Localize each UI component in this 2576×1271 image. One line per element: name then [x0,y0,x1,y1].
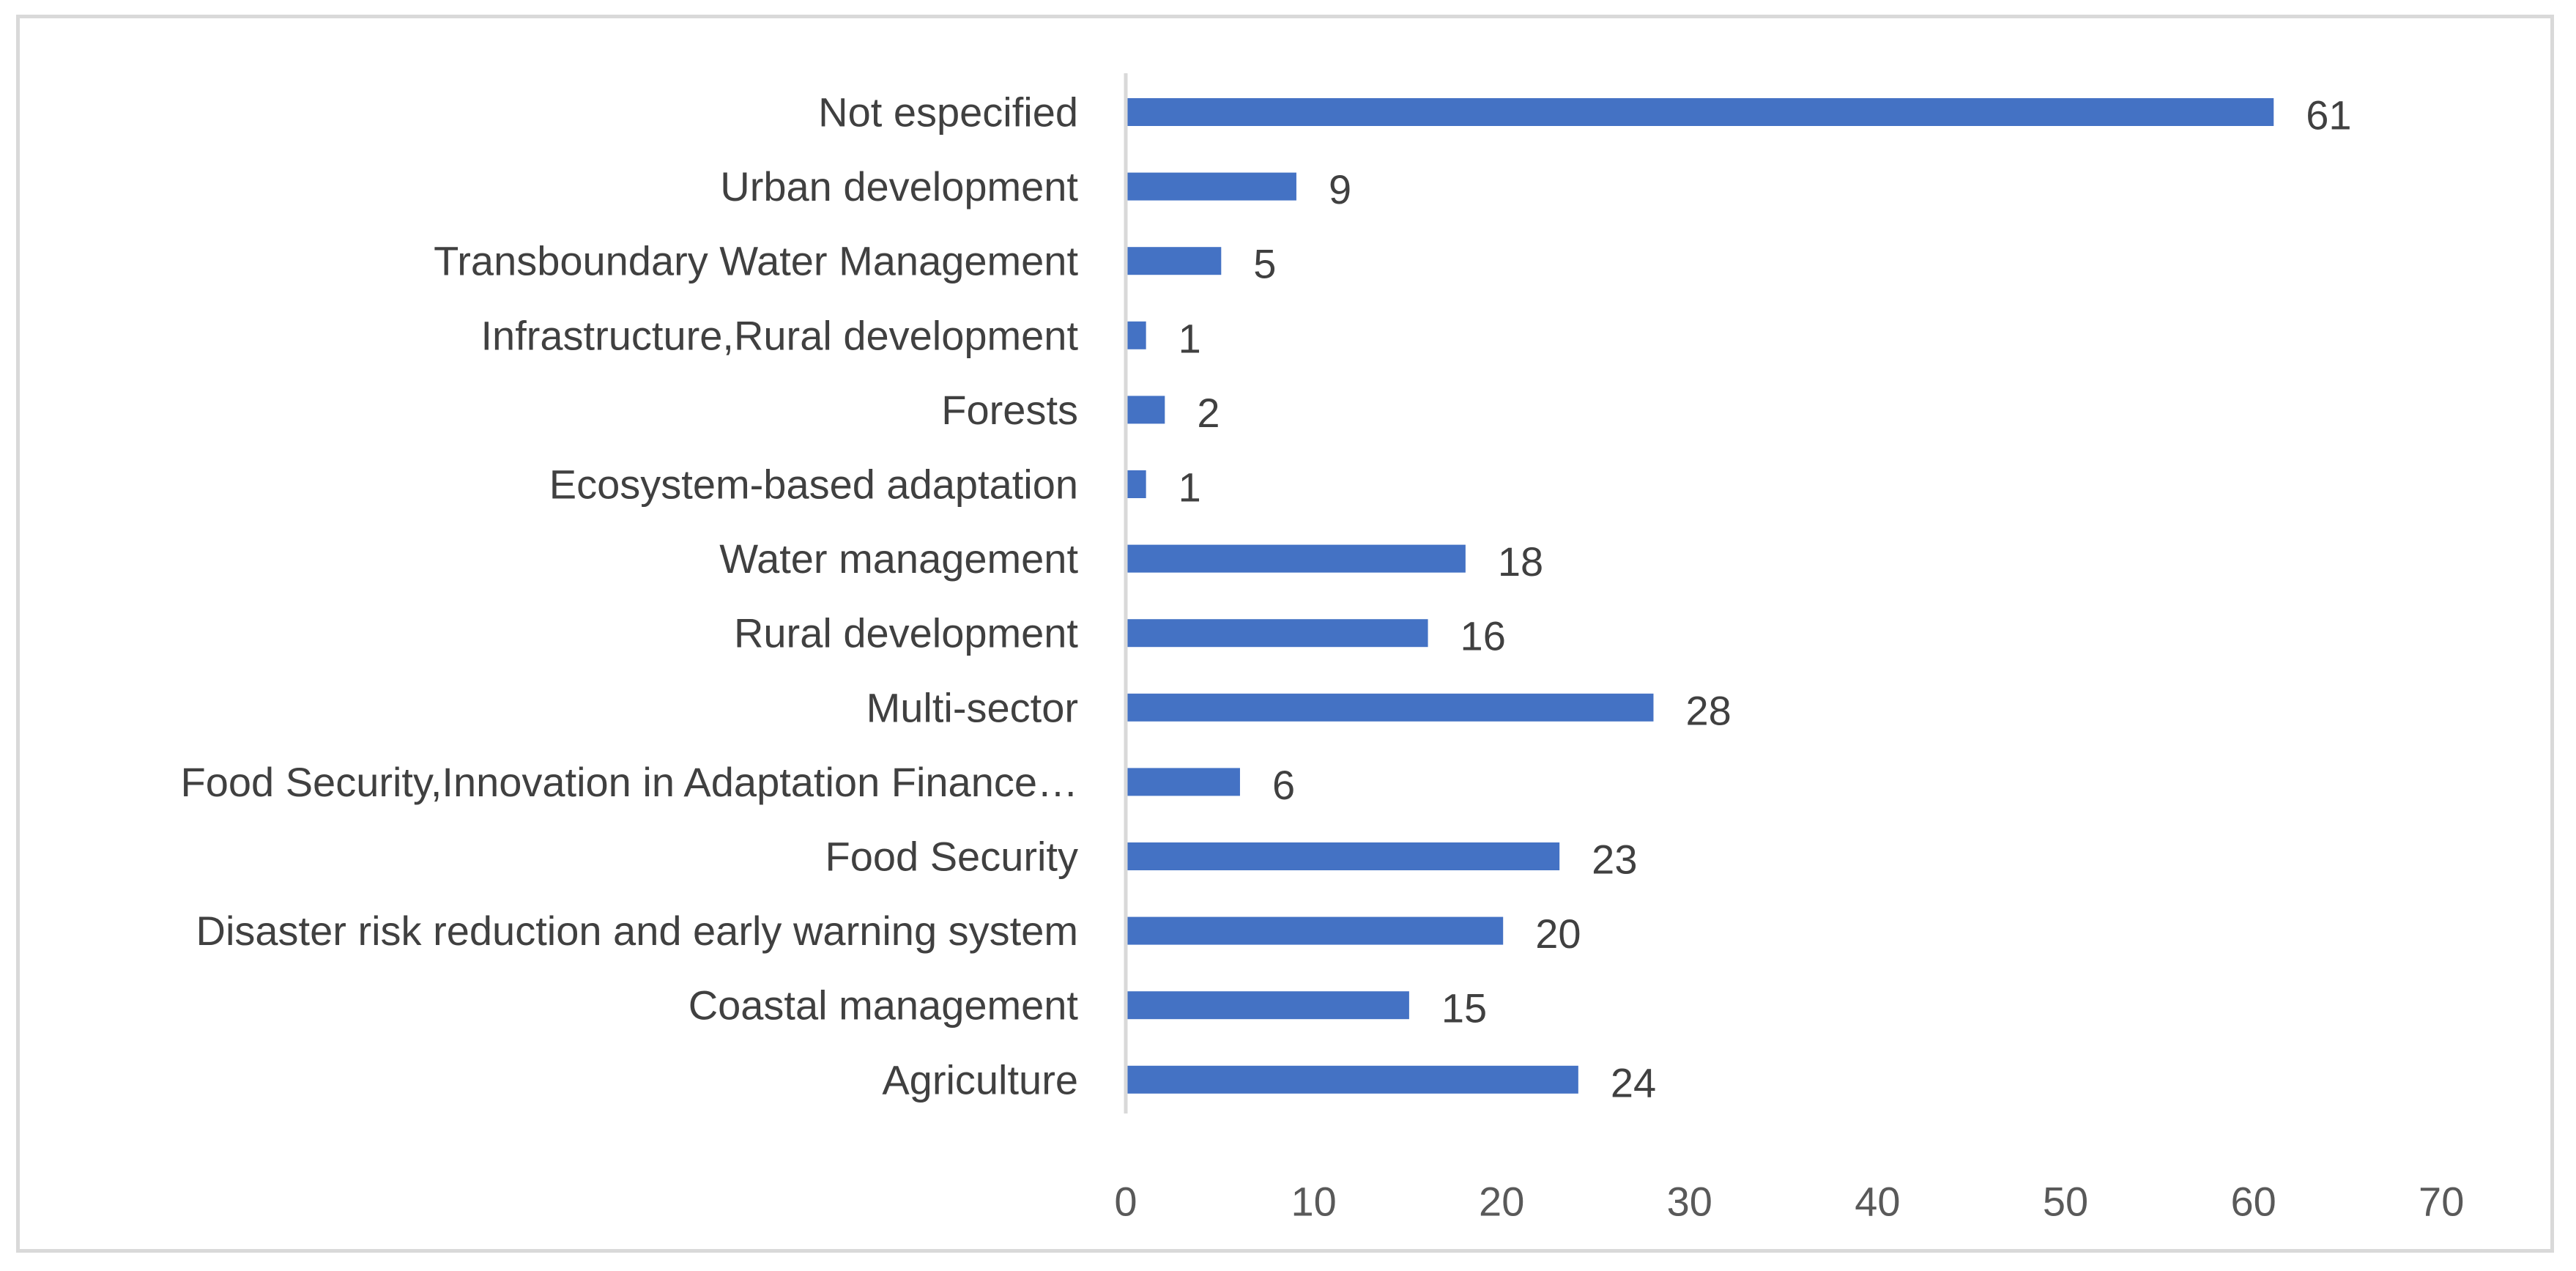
bar-rural-development [1127,619,1428,648]
category-label-food-security: Food Security [825,834,1079,880]
bar-disaster-risk-reduction-and-early-warning-system [1127,916,1504,945]
category-label-coastal-management: Coastal management [688,982,1079,1029]
category-label-transboundary-water-management: Transboundary Water Management [434,238,1078,284]
value-label-water-management: 18 [1498,538,1543,585]
bar-ecosystem-based-adaptation [1127,470,1146,498]
bars-layer [1127,98,2274,1094]
bar-agriculture [1127,1065,1578,1094]
category-label-infrastructure-rural-development: Infrastructure,Rural development [481,312,1079,358]
value-label-infrastructure-rural-development: 1 [1178,315,1201,361]
x-tick-label-20: 20 [1479,1179,1524,1225]
axis-layer: 0 10 20 30 40 50 60 70 [1114,73,2464,1225]
value-label-transboundary-water-management: 5 [1253,241,1276,287]
category-label-disaster-risk-reduction-and-early-warning-system: Disaster risk reduction and early warnin… [196,908,1078,954]
value-label-food-security: 23 [1592,837,1637,883]
bar-coastal-management [1127,991,1409,1020]
category-label-rural-development: Rural development [734,610,1078,656]
bar-forests [1127,396,1165,424]
category-label-ecosystem-based-adaptation: Ecosystem-based adaptation [549,462,1078,508]
x-tick-label-50: 50 [2043,1179,2088,1225]
x-tick-label-70: 70 [2419,1179,2464,1225]
category-label-food-security-innovation-in-adaptation-finance: Food Security,Innovation in Adaptation F… [181,759,1079,805]
value-label-food-security-innovation-in-adaptation-finance: 6 [1272,762,1295,808]
x-tick-label-60: 60 [2230,1179,2276,1225]
value-label-ecosystem-based-adaptation: 1 [1178,464,1201,511]
bar-infrastructure-rural-development [1127,321,1146,349]
category-label-not-especified: Not especified [818,89,1078,136]
value-label-agriculture: 24 [1611,1059,1656,1105]
x-tick-label-0: 0 [1114,1179,1137,1225]
bar-urban-development [1127,172,1296,201]
category-label-urban-development: Urban development [720,163,1078,210]
bar-water-management [1127,544,1466,573]
category-label-multi-sector: Multi-sector [866,684,1078,730]
bar-transboundary-water-management [1127,247,1222,275]
x-tick-label-30: 30 [1667,1179,1712,1225]
x-tick-label-10: 10 [1291,1179,1336,1225]
x-tick-label-40: 40 [1855,1179,1900,1225]
value-label-urban-development: 9 [1329,166,1351,212]
bar-food-security-innovation-in-adaptation-finance [1127,768,1240,796]
category-label-water-management: Water management [719,536,1078,582]
bar-not-especified [1127,98,2274,126]
value-label-not-especified: 61 [2306,92,2351,138]
value-label-disaster-risk-reduction-and-early-warning-system: 20 [1535,911,1581,957]
bar-multi-sector [1127,693,1654,722]
value-label-coastal-management: 15 [1441,985,1487,1031]
value-label-multi-sector: 28 [1685,687,1731,733]
value-label-rural-development: 16 [1460,613,1506,659]
category-labels-layer: Not especified Urban development Transboun… [181,89,1079,1103]
bar-food-security [1127,842,1560,870]
category-label-forests: Forests [941,387,1078,433]
value-label-forests: 2 [1197,390,1220,436]
category-label-agriculture: Agriculture [882,1056,1078,1103]
